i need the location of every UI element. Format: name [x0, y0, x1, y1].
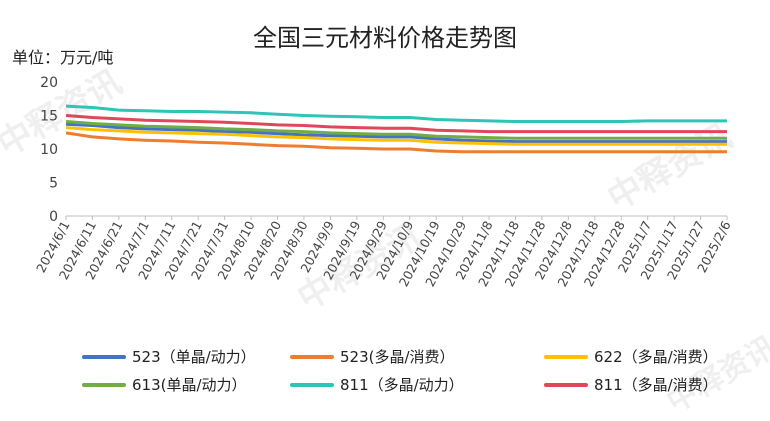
legend-swatch	[544, 354, 588, 359]
series-line	[65, 131, 727, 154]
series-line	[65, 114, 727, 134]
series-line	[65, 126, 727, 146]
y-tick-label: 10	[40, 142, 58, 158]
series-line	[65, 120, 727, 140]
series-line	[65, 104, 727, 123]
y-tick-label: 15	[40, 109, 58, 125]
legend-swatch	[290, 354, 334, 359]
legend-swatch	[544, 382, 588, 387]
legend-swatch	[82, 382, 126, 387]
legend-item: 613(单晶/动力）	[82, 374, 247, 395]
legend-swatch	[290, 382, 334, 387]
legend-item: 622（多晶/消费）	[544, 346, 718, 367]
legend-item: 811（多晶/消费）	[544, 374, 718, 395]
legend-item: 523（单晶/动力）	[82, 346, 256, 367]
y-axis-unit-label: 单位：万元/吨	[12, 48, 114, 67]
legend-item: 523(多晶/消费）	[290, 346, 455, 367]
legend-label: 622（多晶/消费）	[594, 348, 718, 366]
chart-title: 全国三元材料价格走势图	[253, 24, 517, 52]
y-tick-label: 20	[40, 75, 58, 91]
legend-swatch	[82, 354, 126, 359]
legend-label: 811（多晶/消费）	[594, 376, 718, 394]
legend-label: 811（多晶/动力）	[340, 376, 464, 394]
legend-item: 811（多晶/动力）	[290, 374, 464, 395]
legend-label: 613(单晶/动力）	[132, 376, 247, 394]
series-line	[65, 122, 727, 144]
y-tick-label: 0	[49, 209, 58, 225]
legend-label: 523（单晶/动力）	[132, 348, 256, 366]
y-tick-label: 5	[49, 176, 58, 192]
legend-label: 523(多晶/消费）	[340, 348, 455, 366]
